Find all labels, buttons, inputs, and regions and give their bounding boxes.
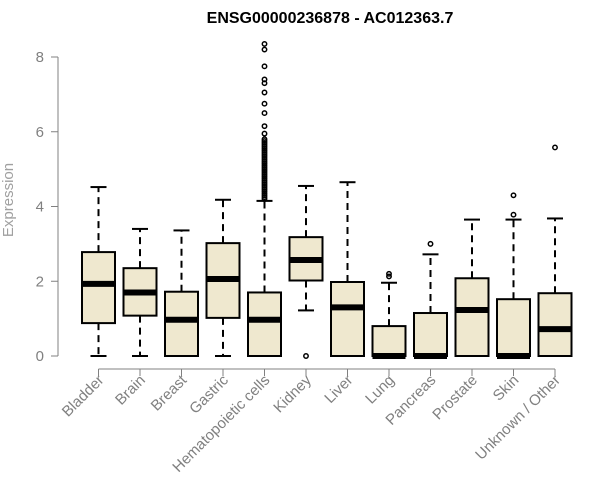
x-tick-label: Liver — [321, 372, 356, 407]
outlier-point — [261, 110, 268, 117]
box-group — [496, 192, 531, 359]
outlier-point — [261, 63, 268, 70]
outlier-point — [303, 353, 309, 359]
box-body — [537, 292, 573, 357]
outlier-point — [386, 270, 392, 277]
box-group — [205, 198, 241, 357]
x-tick-label: Brain — [112, 372, 149, 409]
outlier-point — [552, 144, 558, 151]
outlier-point — [261, 89, 268, 96]
y-tick-label: 4 — [36, 199, 44, 216]
box-group — [330, 181, 365, 357]
outlier-point — [261, 100, 268, 107]
box-group — [454, 218, 490, 358]
outlier-point — [261, 40, 268, 47]
box-group — [371, 270, 407, 359]
outlier-point — [510, 192, 517, 199]
box-group — [288, 184, 324, 359]
outlier-point — [261, 46, 268, 53]
x-tick-label: Bladder — [59, 372, 108, 421]
box-body — [81, 251, 116, 325]
outlier-point — [427, 240, 434, 247]
y-tick-label: 6 — [36, 124, 44, 141]
plot-area — [81, 40, 573, 359]
outlier-point — [261, 123, 268, 130]
box-group — [164, 229, 199, 357]
box-group — [122, 227, 158, 357]
x-tick-label: Lung — [362, 372, 398, 408]
box-body — [247, 291, 282, 357]
outlier-point — [261, 76, 268, 83]
box-group — [537, 144, 573, 357]
outlier-point — [261, 130, 268, 137]
outlier-point — [386, 273, 392, 280]
y-tick-label: 8 — [36, 49, 44, 66]
y-axis: 0 2 4 6 8 — [36, 49, 59, 365]
box-body — [496, 298, 531, 358]
box-body — [164, 290, 199, 357]
outlier-point — [510, 211, 517, 218]
box-body — [413, 312, 448, 357]
x-tick-label: Prostate — [429, 372, 481, 424]
y-tick-label: 2 — [36, 273, 44, 290]
box-group — [247, 40, 282, 357]
x-tick-label: Kidney — [270, 371, 315, 416]
y-axis-label: Expression — [0, 163, 17, 237]
box-body — [371, 325, 407, 358]
x-tick-label: Breast — [148, 371, 191, 414]
box-group — [413, 240, 448, 359]
box-group — [81, 186, 116, 357]
box-body — [330, 280, 365, 357]
outlier-point — [261, 136, 268, 143]
box-body — [454, 277, 490, 358]
chart-title: ENSG00000236878 - AC012363.7 — [207, 10, 454, 27]
x-tick-label: Skin — [490, 372, 523, 405]
y-tick-label: 0 — [36, 348, 44, 365]
